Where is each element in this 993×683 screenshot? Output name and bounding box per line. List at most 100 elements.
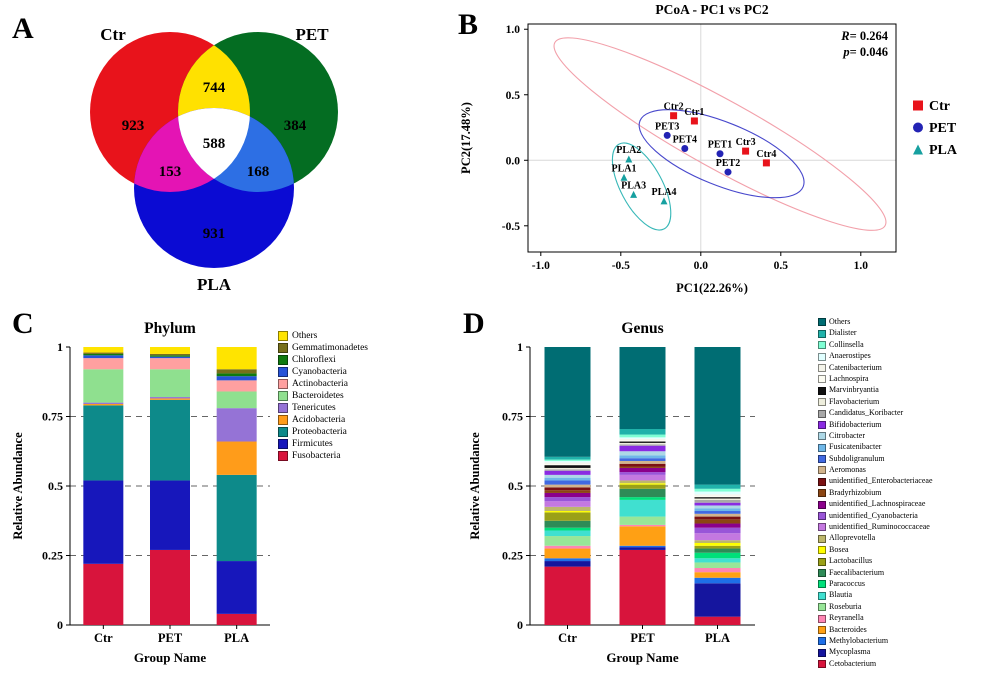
bar-segment-Subdoligranulum-PET — [619, 458, 666, 461]
legend-swatch — [818, 546, 826, 555]
legend-swatch — [818, 512, 826, 521]
bar-segment-Blautia-PLA — [694, 558, 741, 563]
y-tick-label: 0.5 — [508, 479, 523, 493]
panel-label-c: C — [12, 307, 34, 340]
legend-label: Subdoligranulum — [829, 453, 885, 463]
bar-segment-Bosea-PET — [619, 483, 666, 485]
legend-label: Lachnospira — [829, 373, 869, 383]
venn-count-PET_only: 384 — [284, 118, 307, 134]
legend-label-Ctr: Ctr — [929, 99, 950, 114]
bar-segment-Faecalibacterium-PET — [619, 488, 666, 498]
point-label-Ctr3: Ctr3 — [736, 137, 756, 148]
point-label-Ctr1: Ctr1 — [684, 107, 704, 118]
bar-segment-Citrobacter-PLA — [694, 505, 741, 509]
legend-label: Alloprevotella — [829, 533, 876, 543]
y-tick-label: 0.75 — [502, 410, 523, 424]
legend-item-Acidobacteria: Acidobacteria — [278, 415, 368, 425]
bar-segment-Cyanobacteria-Ctr — [83, 355, 124, 359]
legend-swatch — [278, 427, 288, 437]
panel-label-a: A — [12, 12, 34, 45]
legend-swatch — [278, 403, 288, 413]
bar-segment-unidentified_Enterobacteriaceae-Ctr — [544, 487, 591, 491]
bar-segment-Candidatus_Koribacter-PET — [619, 444, 666, 446]
category-label-PET: PET — [158, 631, 183, 645]
bar-segment-Proteobacteria-Ctr — [83, 405, 124, 481]
venn-count-Ctr_PET_PLA: 588 — [203, 136, 226, 152]
legend-swatch — [818, 341, 826, 350]
legend-swatch — [818, 500, 826, 509]
legend-item-Mycoplasma: Mycoplasma — [818, 648, 933, 657]
y-tick-label: 1 — [517, 340, 523, 354]
bar-segment-Reyranella-PLA — [694, 568, 741, 573]
legend-label: Fusicatenibacter — [829, 442, 882, 452]
legend-label: unidentified_Enterobacteriaceae — [829, 476, 933, 486]
bar-segment-Citrobacter-Ctr — [544, 474, 591, 478]
legend-item-Bosea: Bosea — [818, 545, 933, 555]
legend-item-Bacteroidetes: Bacteroidetes — [278, 391, 368, 401]
bar-segment-Firmicutes-PET — [150, 480, 190, 550]
legend-swatch — [818, 477, 826, 486]
point-label-PET4: PET4 — [673, 134, 697, 145]
bar-segment-Dialister-PET — [619, 429, 666, 435]
bar-segment-Catenibacterium-PLA — [694, 494, 741, 496]
legend-swatch — [818, 466, 826, 475]
bar-segment-Cetobacterium-PET — [619, 549, 666, 625]
panel-label-b: B — [458, 8, 479, 41]
bar-segment-Dialister-Ctr — [544, 456, 591, 460]
panel-genus: D 0 0.25 0.5 0.75 1 Ctr PET PLA Genus Group Name R… — [455, 305, 993, 683]
bar-segment-Reyranella-PET — [619, 524, 666, 527]
bar-segment-Actinobacteria-Ctr — [83, 358, 124, 370]
phylum-legend: Others Gemmatimonadetes Chloroflexi Cyanoba… — [278, 331, 368, 461]
legend-swatch — [278, 379, 288, 389]
legend-swatch — [818, 534, 826, 543]
legend-item-Proteobacteria: Proteobacteria — [278, 427, 368, 437]
data-point-PLA4 — [660, 197, 668, 205]
point-label-PET2: PET2 — [716, 158, 740, 169]
legend-label: unidentified_Cyanobacteria — [829, 510, 918, 520]
category-label-Ctr: Ctr — [558, 631, 577, 645]
legend-swatch — [818, 352, 826, 361]
venn-count-PLA_only: 931 — [203, 226, 226, 242]
legend-label: Catenibacterium — [829, 362, 882, 372]
legend-swatch — [278, 343, 288, 353]
bar-segment-Roseburia-Ctr — [544, 536, 591, 546]
bar-segment-Chloroflexi-Ctr — [83, 353, 124, 356]
data-point-PLA2 — [625, 155, 633, 163]
legend-swatch — [818, 363, 826, 372]
legend-item-Others: Others — [818, 317, 933, 327]
bar-segment-Acidobacteria-PET — [150, 398, 190, 400]
bar-segment-Anaerostipes-Ctr — [544, 460, 591, 463]
legend-item-Faecalibacterium: Faecalibacterium — [818, 568, 933, 578]
legend-item-Lactobacillus: Lactobacillus — [818, 556, 933, 566]
legend-swatch — [818, 318, 826, 327]
legend-item-Fusicatenibacter: Fusicatenibacter — [818, 442, 933, 452]
y-tick-label: 0 — [57, 618, 63, 632]
legend-swatch — [818, 375, 826, 384]
bar-segment-Mycoplasma-PLA — [694, 583, 741, 617]
bar-segment-Citrobacter-PET — [619, 451, 666, 456]
bar-segment-unidentified_Enterobacteriaceae-PLA — [694, 516, 741, 520]
legend-swatch — [818, 489, 826, 498]
bar-segment-Others-PLA — [694, 347, 741, 485]
bar-segment-Gemmatimonadetes-PET — [150, 353, 190, 356]
chart-title: Phylum — [144, 320, 196, 337]
legend-item-Marvinbryantia: Marvinbryantia — [818, 386, 933, 395]
data-point-PET2 — [724, 168, 732, 176]
venn-set-label-PLA: PLA — [197, 275, 232, 294]
bar-segment-unidentified_Ruminococcaceae-Ctr — [544, 501, 591, 507]
legend-label: Cyanobacteria — [292, 367, 347, 377]
y-tick-label: 0.5 — [506, 90, 521, 102]
legend-label: Bradyrhizobium — [829, 487, 882, 497]
data-point-PET3 — [663, 131, 671, 139]
y-tick-label: 0.25 — [42, 549, 63, 563]
bar-segment-Bacteroidetes-Ctr — [83, 369, 124, 403]
phylum-stacked-bar-chart: 0 0.25 0.5 0.75 1 Ctr PET PLA Phylum Group Name Re… — [11, 320, 270, 665]
legend-label: Acidobacteria — [292, 415, 346, 425]
bar-segment-Bacteroides-PET — [619, 526, 666, 546]
bar-segment-Fusicatenibacter-PLA — [694, 508, 741, 512]
legend-label: Actinobacteria — [292, 379, 348, 389]
legend-label: Collinsella — [829, 339, 864, 349]
legend-label: Chloroflexi — [292, 355, 336, 365]
bar-segment-Cyanobacteria-PET — [150, 356, 190, 359]
legend-label: unidentified_Ruminococcaceae — [829, 522, 930, 532]
